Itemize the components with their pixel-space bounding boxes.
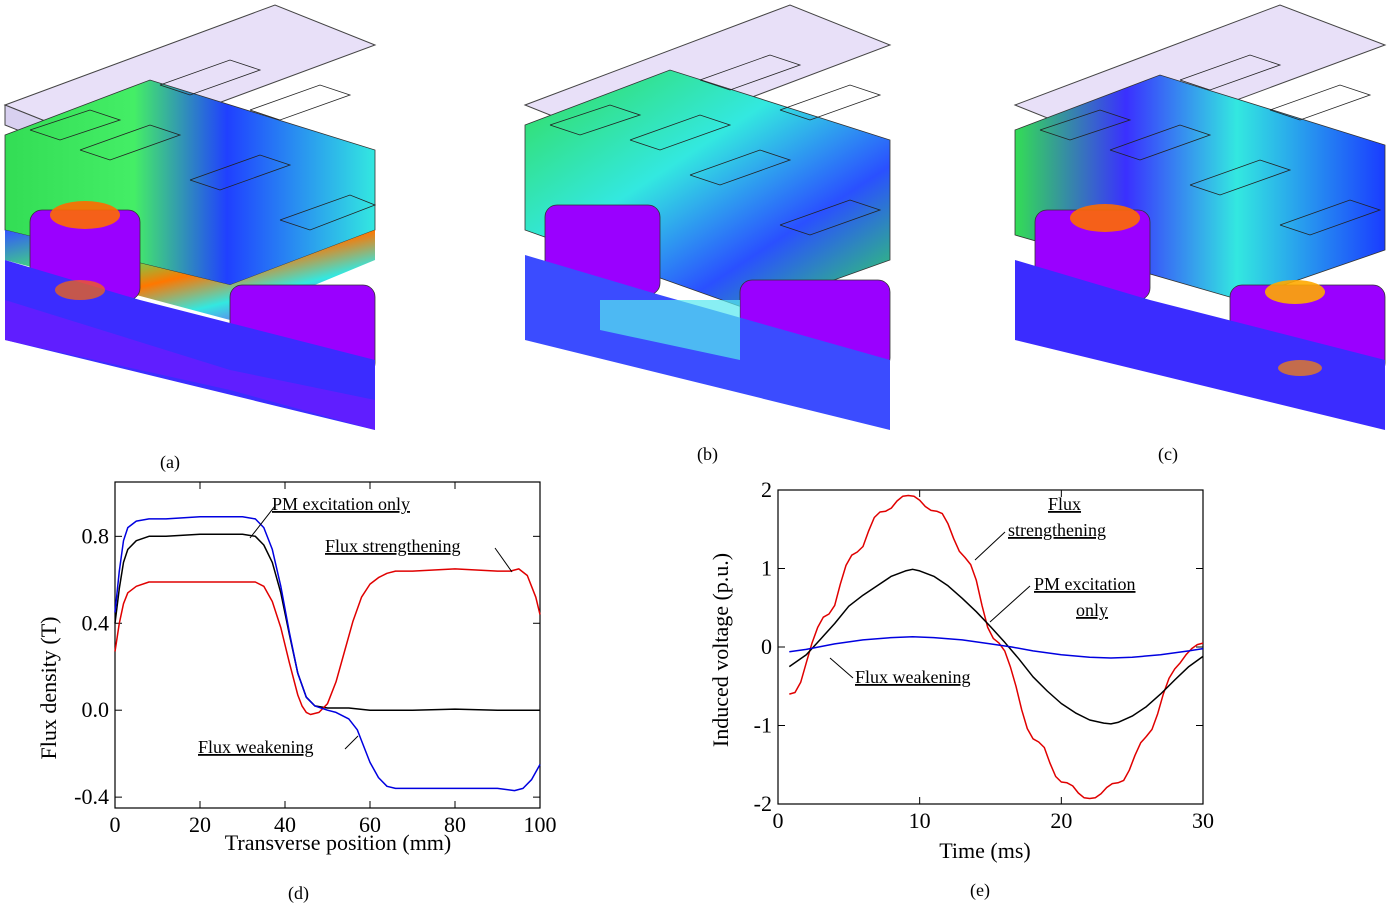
leader-strengthening: [494, 547, 513, 573]
d-xtick-label: 20: [189, 812, 211, 837]
field-plot-c: [1013, 4, 1387, 430]
caption-a: (a): [160, 452, 180, 472]
d-ytick-label: 0.4: [82, 610, 110, 635]
e-xtick-label: 30: [1192, 808, 1214, 833]
annotation-strengthening-2: strengthening: [1008, 520, 1106, 540]
d-xtick-label: 80: [444, 812, 466, 837]
caption-c: (c): [1158, 444, 1178, 464]
leader-e-pm: [989, 585, 1031, 623]
field-plot-a: [3, 4, 377, 430]
leader-pm-only: [249, 505, 276, 539]
d-ytick-label: -0.4: [74, 784, 109, 809]
d-ytick-label: 0.0: [82, 697, 110, 722]
e-xlabel: Time (ms): [939, 838, 1030, 863]
annotation-strengthening: Flux strengthening: [325, 536, 461, 556]
d-xtick-label: 40: [274, 812, 296, 837]
e-xtick-label: 20: [1050, 808, 1072, 833]
e-ytick-label: -2: [754, 791, 772, 816]
caption-e: (e): [970, 880, 990, 900]
annotation-weakening: Flux weakening: [198, 737, 313, 757]
annotation-pm-only: PM excitation only: [272, 494, 410, 514]
d-xtick-label: 0: [110, 812, 121, 837]
induced-voltage-chart: 0 10 20 30 -2 -1 0 1 2 Flux strengthening PM exc…: [708, 477, 1214, 863]
d-plot-frame: [114, 481, 541, 809]
e-ytick-label: -1: [754, 713, 772, 738]
annotation-flux-1: Flux: [1048, 494, 1081, 514]
e-series-flux-strengthening: [789, 494, 1204, 800]
d-xtick-label: 100: [524, 812, 557, 837]
e-series-pm-excitation-only: [788, 568, 1204, 725]
field-plot-b: [523, 4, 892, 430]
leader-weakening: [344, 735, 359, 750]
e-xtick-label: 10: [909, 808, 931, 833]
e-series-flux-weakening: [789, 636, 1204, 659]
leader-e-strengthening: [974, 531, 1006, 561]
e-ylabel: Induced voltage (p.u.): [708, 553, 733, 747]
d-series-pm-excitation-only: [114, 533, 540, 711]
d-ytick-label: 0.8: [82, 523, 110, 548]
e-ytick-label: 1: [761, 556, 772, 581]
annotation-e-weakening: Flux weakening: [855, 667, 970, 687]
d-xtick-label: 60: [359, 812, 381, 837]
annotation-pm-excitation: PM excitation: [1034, 574, 1136, 594]
annotation-only: only: [1076, 600, 1108, 620]
d-xlabel: Transverse position (mm): [225, 830, 452, 855]
e-xtick-label: 0: [773, 808, 784, 833]
d-series-flux-weakening: [114, 516, 541, 792]
flux-density-chart: 0 20 40 60 80 100 -0.4 0.0 0.4 0.8 PM excitation …: [36, 481, 557, 855]
e-ytick-label: 0: [761, 634, 772, 659]
caption-b: (b): [697, 444, 718, 464]
leader-e-weakening: [829, 657, 854, 679]
e-plot-frame: [777, 489, 1204, 805]
caption-d: (d): [288, 883, 309, 903]
d-series-flux-strengthening: [114, 568, 541, 716]
d-ylabel: Flux density (T): [36, 617, 61, 760]
e-ytick-label: 2: [761, 477, 772, 502]
